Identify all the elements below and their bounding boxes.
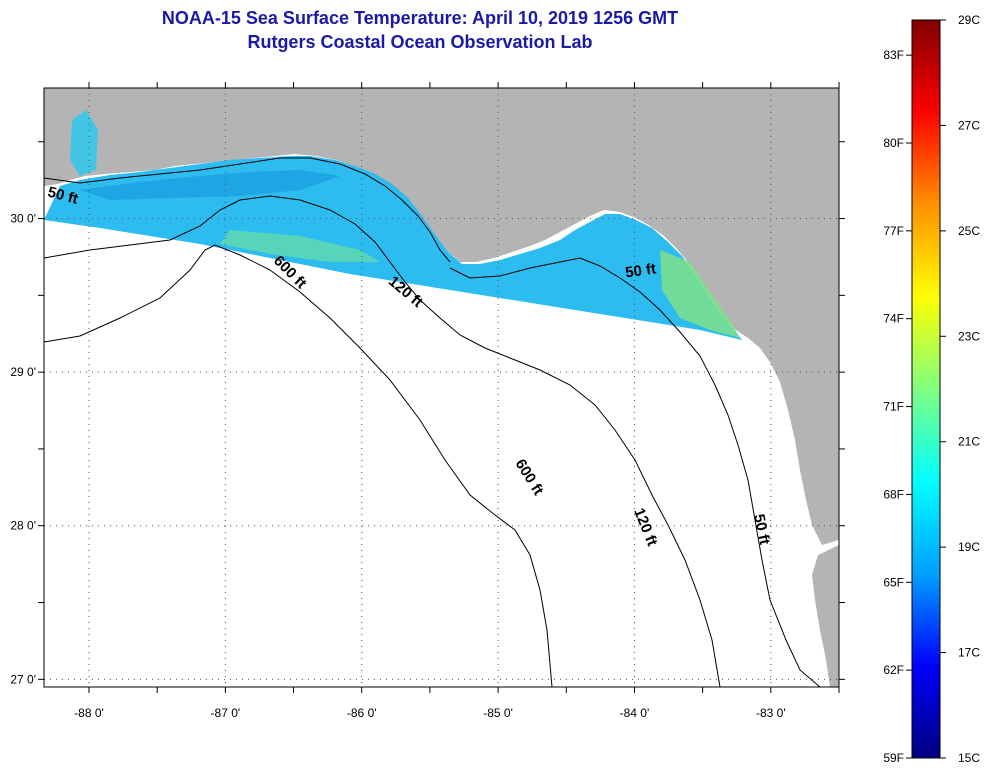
- frame-ticks: [38, 82, 845, 693]
- longitude-label: -87 0': [211, 706, 241, 720]
- contour-50ft-west: [44, 157, 451, 263]
- colorbar-fahrenheit-label: 68F: [883, 487, 904, 501]
- colorbar: [911, 19, 941, 759]
- colorbar-celsius-labels: 29C 27C 25C 23C 21C 19C 17C 15C: [940, 13, 980, 765]
- latitude-label: 27 0': [10, 672, 36, 686]
- sst-inland-patch: [70, 110, 98, 176]
- map-frame: [43, 87, 840, 688]
- longitude-label: -85 0': [483, 706, 513, 720]
- colorbar-celsius-label: 15C: [958, 751, 980, 765]
- colorbar-celsius-label: 23C: [958, 329, 980, 343]
- sst-warm-patch: [220, 230, 380, 262]
- contour-120ft: [44, 195, 721, 687]
- contour-label: 50 ft: [624, 260, 657, 281]
- latitude-label: 30 0': [10, 212, 36, 226]
- colorbar-celsius-label: 21C: [958, 435, 980, 449]
- graticule: [44, 88, 839, 687]
- colorbar-fahrenheit-label: 80F: [883, 136, 904, 150]
- map-subtitle: Rutgers Coastal Ocean Observation Lab: [247, 32, 593, 52]
- latitude-label: 29 0': [10, 365, 36, 379]
- colorbar-fahrenheit-label: 83F: [883, 48, 904, 62]
- colorbar-celsius-label: 19C: [958, 540, 980, 554]
- longitude-label: -83 0': [756, 706, 786, 720]
- longitude-label: -84 0': [620, 706, 650, 720]
- colorbar-celsius-label: 17C: [958, 646, 980, 660]
- colorbar-fahrenheit-label: 62F: [883, 663, 904, 677]
- latitude-labels: 30 0' 29 0' 28 0' 27 0': [10, 212, 36, 687]
- land-mass: [44, 88, 839, 545]
- land-peninsula: [812, 545, 839, 687]
- colorbar-celsius-label: 25C: [958, 224, 980, 238]
- colorbar-fahrenheit-label: 74F: [883, 312, 904, 326]
- longitude-label: -86 0': [347, 706, 377, 720]
- latitude-label: 28 0': [10, 519, 36, 533]
- contour-label: 50 ft: [750, 513, 773, 547]
- colorbar-fahrenheit-labels: 83F 80F 77F 74F 71F 68F 65F 62F 59F: [883, 48, 912, 765]
- longitude-labels: -88 0' -87 0' -86 0' -85 0' -84 0' -83 0': [74, 706, 785, 720]
- contour-50ft-east: [449, 257, 821, 687]
- sst-swath: [44, 156, 742, 340]
- colorbar-fahrenheit-label: 71F: [883, 400, 904, 414]
- map-title: NOAA-15 Sea Surface Temperature: April 1…: [161, 8, 679, 28]
- colorbar-fahrenheit-label: 65F: [883, 575, 904, 589]
- sst-cool-patch: [80, 170, 340, 200]
- contour-600ft: [44, 244, 553, 687]
- colorbar-celsius-label: 29C: [958, 13, 980, 27]
- colorbar-fahrenheit-label: 77F: [883, 224, 904, 238]
- longitude-label: -88 0': [74, 706, 104, 720]
- colorbar-celsius-label: 27C: [958, 118, 980, 132]
- map-layers: [44, 88, 839, 687]
- sst-warm-patch-east: [660, 250, 740, 338]
- colorbar-fahrenheit-label: 59F: [883, 751, 904, 765]
